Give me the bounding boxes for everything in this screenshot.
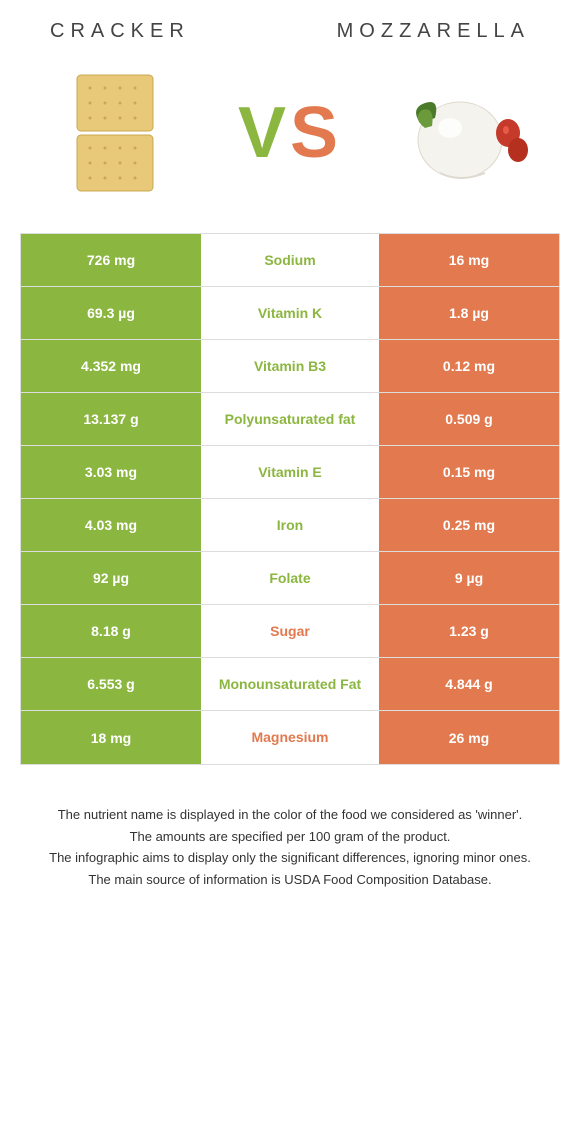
table-row: 92 µgFolate9 µg [21, 552, 559, 605]
nutrient-label: Magnesium [201, 711, 379, 764]
cracker-image [50, 73, 180, 193]
table-row: 18 mgMagnesium26 mg [21, 711, 559, 764]
nutrient-label: Iron [201, 499, 379, 551]
right-value: 1.8 µg [379, 287, 559, 339]
mozzarella-image [400, 73, 530, 193]
right-value: 0.25 mg [379, 499, 559, 551]
nutrient-label: Monounsaturated Fat [201, 658, 379, 710]
left-value: 69.3 µg [21, 287, 201, 339]
table-row: 726 mgSodium16 mg [21, 234, 559, 287]
footnote-line: The infographic aims to display only the… [30, 848, 550, 868]
table-row: 4.03 mgIron0.25 mg [21, 499, 559, 552]
left-value: 726 mg [21, 234, 201, 286]
nutrient-label: Sugar [201, 605, 379, 657]
nutrient-label: Vitamin B3 [201, 340, 379, 392]
right-value: 9 µg [379, 552, 559, 604]
left-value: 4.352 mg [21, 340, 201, 392]
footnotes: The nutrient name is displayed in the co… [20, 805, 560, 889]
table-row: 8.18 gSugar1.23 g [21, 605, 559, 658]
vs-v: V [238, 92, 290, 174]
nutrient-label: Vitamin K [201, 287, 379, 339]
table-row: 13.137 gPolyunsaturated fat0.509 g [21, 393, 559, 446]
left-value: 8.18 g [21, 605, 201, 657]
vs-row: VS [20, 63, 560, 223]
right-value: 0.509 g [379, 393, 559, 445]
left-value: 18 mg [21, 711, 201, 764]
table-row: 6.553 gMonounsaturated Fat4.844 g [21, 658, 559, 711]
left-value: 92 µg [21, 552, 201, 604]
table-row: 69.3 µgVitamin K1.8 µg [21, 287, 559, 340]
left-value: 13.137 g [21, 393, 201, 445]
nutrient-label: Vitamin E [201, 446, 379, 498]
footnote-line: The nutrient name is displayed in the co… [30, 805, 550, 825]
right-food-title: Mozzarella [337, 20, 530, 43]
vs-label: VS [238, 92, 342, 174]
right-value: 16 mg [379, 234, 559, 286]
table-row: 3.03 mgVitamin E0.15 mg [21, 446, 559, 499]
right-value: 1.23 g [379, 605, 559, 657]
right-value: 0.12 mg [379, 340, 559, 392]
left-value: 6.553 g [21, 658, 201, 710]
right-value: 0.15 mg [379, 446, 559, 498]
nutrient-label: Polyunsaturated fat [201, 393, 379, 445]
header: Cracker Mozzarella [20, 20, 560, 63]
left-value: 3.03 mg [21, 446, 201, 498]
left-value: 4.03 mg [21, 499, 201, 551]
right-value: 26 mg [379, 711, 559, 764]
table-row: 4.352 mgVitamin B30.12 mg [21, 340, 559, 393]
nutrient-label: Folate [201, 552, 379, 604]
footnote-line: The main source of information is USDA F… [30, 870, 550, 890]
nutrient-label: Sodium [201, 234, 379, 286]
vs-s: S [290, 92, 342, 174]
left-food-title: Cracker [50, 20, 190, 43]
footnote-line: The amounts are specified per 100 gram o… [30, 827, 550, 847]
right-value: 4.844 g [379, 658, 559, 710]
comparison-table: 726 mgSodium16 mg69.3 µgVitamin K1.8 µg4… [20, 233, 560, 765]
